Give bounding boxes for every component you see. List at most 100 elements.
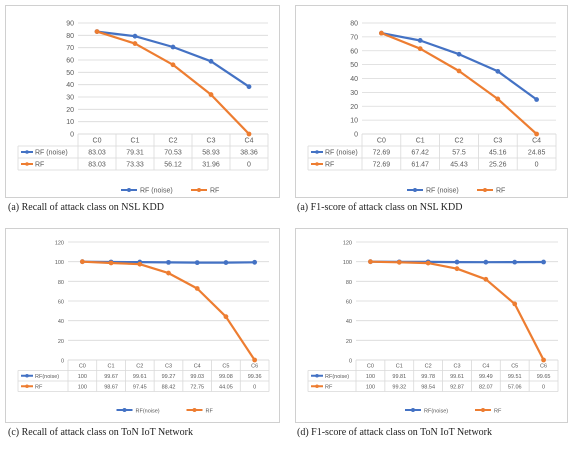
figure-caption: (a) F1-score of attack class on NSL KDD	[297, 202, 463, 213]
table-cell-value: 58.93	[202, 150, 220, 157]
table-cell-value: 70.53	[164, 150, 182, 157]
table-cell-value: 72.69	[373, 162, 391, 169]
figure-caption: (c) Recall of attack class on ToN IoT Ne…	[8, 427, 193, 438]
y-tick-label: 20	[350, 104, 358, 111]
table-cell-value: 99.81	[392, 374, 406, 380]
table-cell-value: 99.65	[537, 374, 551, 380]
category-label: C4	[532, 138, 541, 145]
table-cell-value: 99.27	[162, 374, 176, 380]
table-cell-value: 99.78	[421, 374, 435, 380]
data-point	[223, 260, 229, 265]
table-cell-value: 57.06	[508, 385, 522, 391]
table-cell-value: 0	[535, 162, 539, 169]
table-cell-value: 72.69	[373, 150, 391, 157]
data-point	[170, 62, 176, 68]
table-cell-value: 99.49	[479, 374, 493, 380]
legend-label: RF(noise)	[136, 409, 160, 415]
y-tick-label: 70	[350, 34, 358, 41]
category-label: C5	[222, 364, 229, 370]
table-cell-value: 99.67	[104, 374, 118, 380]
category-label: C3	[207, 138, 216, 145]
category-label: C6	[540, 364, 547, 370]
chart-frame: 0 10 20 30 40 50 60 70 80 90 C0 C1 C2 C3 C4 RF (noise) 8…	[5, 5, 280, 198]
data-point	[252, 259, 258, 265]
table-cell-value: 92.87	[450, 385, 464, 391]
table-cell-value: 83.03	[88, 162, 106, 169]
table-cell-value: 44.05	[219, 385, 233, 391]
chart-svg: 0 10 20 30 40 50 60 70 80 C0 C1 C2 C3 C4 RF (noise) 72.…	[307, 21, 557, 195]
y-tick-label: 90	[66, 21, 74, 28]
data-point	[223, 314, 229, 320]
table-cell-value: 88.42	[162, 385, 176, 391]
table-series-marker	[315, 384, 319, 389]
data-point	[208, 92, 214, 97]
data-point	[79, 259, 85, 265]
legend-label: RF	[210, 188, 219, 195]
table-cell-value: 57.5	[452, 150, 466, 157]
table-cell-value: 83.03	[88, 150, 106, 157]
legend-marker	[413, 188, 417, 192]
y-tick-label: 0	[61, 359, 64, 365]
y-tick-label: 50	[350, 62, 358, 69]
y-tick-label: 0	[349, 359, 352, 365]
table-series-name: RF (noise)	[35, 150, 68, 157]
data-point	[456, 51, 462, 57]
y-tick-label: 60	[346, 300, 352, 306]
table-series-name: RF(noise)	[325, 374, 349, 380]
table-cell-value: 0	[247, 162, 251, 169]
y-tick-label: 20	[66, 107, 74, 114]
table-cell-value: 61.47	[411, 162, 429, 169]
data-point	[456, 68, 462, 74]
legend-marker	[411, 408, 415, 412]
table-cell-value: 45.43	[450, 162, 468, 169]
legend-label: RF (noise)	[426, 188, 459, 195]
table-cell-value: 0	[542, 385, 545, 391]
legend-marker	[192, 408, 197, 412]
category-label: C0	[367, 364, 374, 370]
table-series-name: RF	[325, 385, 333, 391]
y-tick-label: 100	[55, 260, 64, 266]
y-tick-label: 40	[66, 82, 74, 89]
category-label: C5	[511, 364, 518, 370]
table-series-marker	[315, 162, 319, 166]
legend-label: RF	[496, 188, 505, 195]
category-label: C2	[425, 364, 432, 370]
legend-label: RF(noise)	[424, 409, 448, 415]
table-cell-value: 98.54	[421, 385, 435, 391]
y-tick-label: 60	[58, 300, 64, 306]
data-point	[534, 97, 539, 102]
table-series-marker	[25, 373, 29, 378]
table-series-name: RF (noise)	[325, 150, 358, 157]
data-point	[170, 44, 176, 50]
table-series-marker	[315, 150, 319, 154]
category-label: C2	[169, 138, 178, 145]
data-point	[417, 38, 423, 43]
data-point	[454, 266, 460, 272]
y-tick-label: 20	[58, 339, 64, 345]
data-point	[495, 68, 501, 74]
chart-frame: 0 10 20 30 40 50 60 70 80 C0 C1 C2 C3 C4 RF (noise) 72.…	[295, 5, 568, 198]
category-label: C3	[453, 364, 460, 370]
figure-caption: (d) F1-score of attack class on ToN IoT …	[297, 427, 492, 438]
table-cell-value: 99.03	[190, 374, 204, 380]
y-tick-label: 60	[66, 58, 74, 65]
y-tick-label: 70	[66, 45, 74, 52]
y-tick-label: 30	[66, 95, 74, 102]
table-cell-value: 38.36	[240, 150, 258, 157]
table-cell-value: 100	[366, 374, 375, 380]
legend-marker	[483, 188, 487, 192]
data-point	[137, 261, 143, 267]
legend-label: RF (noise)	[140, 188, 173, 195]
category-label: C0	[93, 138, 102, 145]
table-series-name: RF	[35, 162, 44, 169]
category-label: C2	[136, 364, 143, 370]
data-point	[541, 259, 546, 265]
y-tick-label: 120	[343, 241, 352, 247]
y-tick-label: 40	[58, 319, 64, 325]
table-cell-value: 99.61	[450, 374, 464, 380]
legend-marker	[197, 188, 201, 192]
table-series-marker	[25, 162, 29, 166]
data-point	[483, 259, 489, 265]
y-tick-label: 30	[350, 90, 358, 97]
table-cell-value: 99.36	[248, 374, 262, 380]
